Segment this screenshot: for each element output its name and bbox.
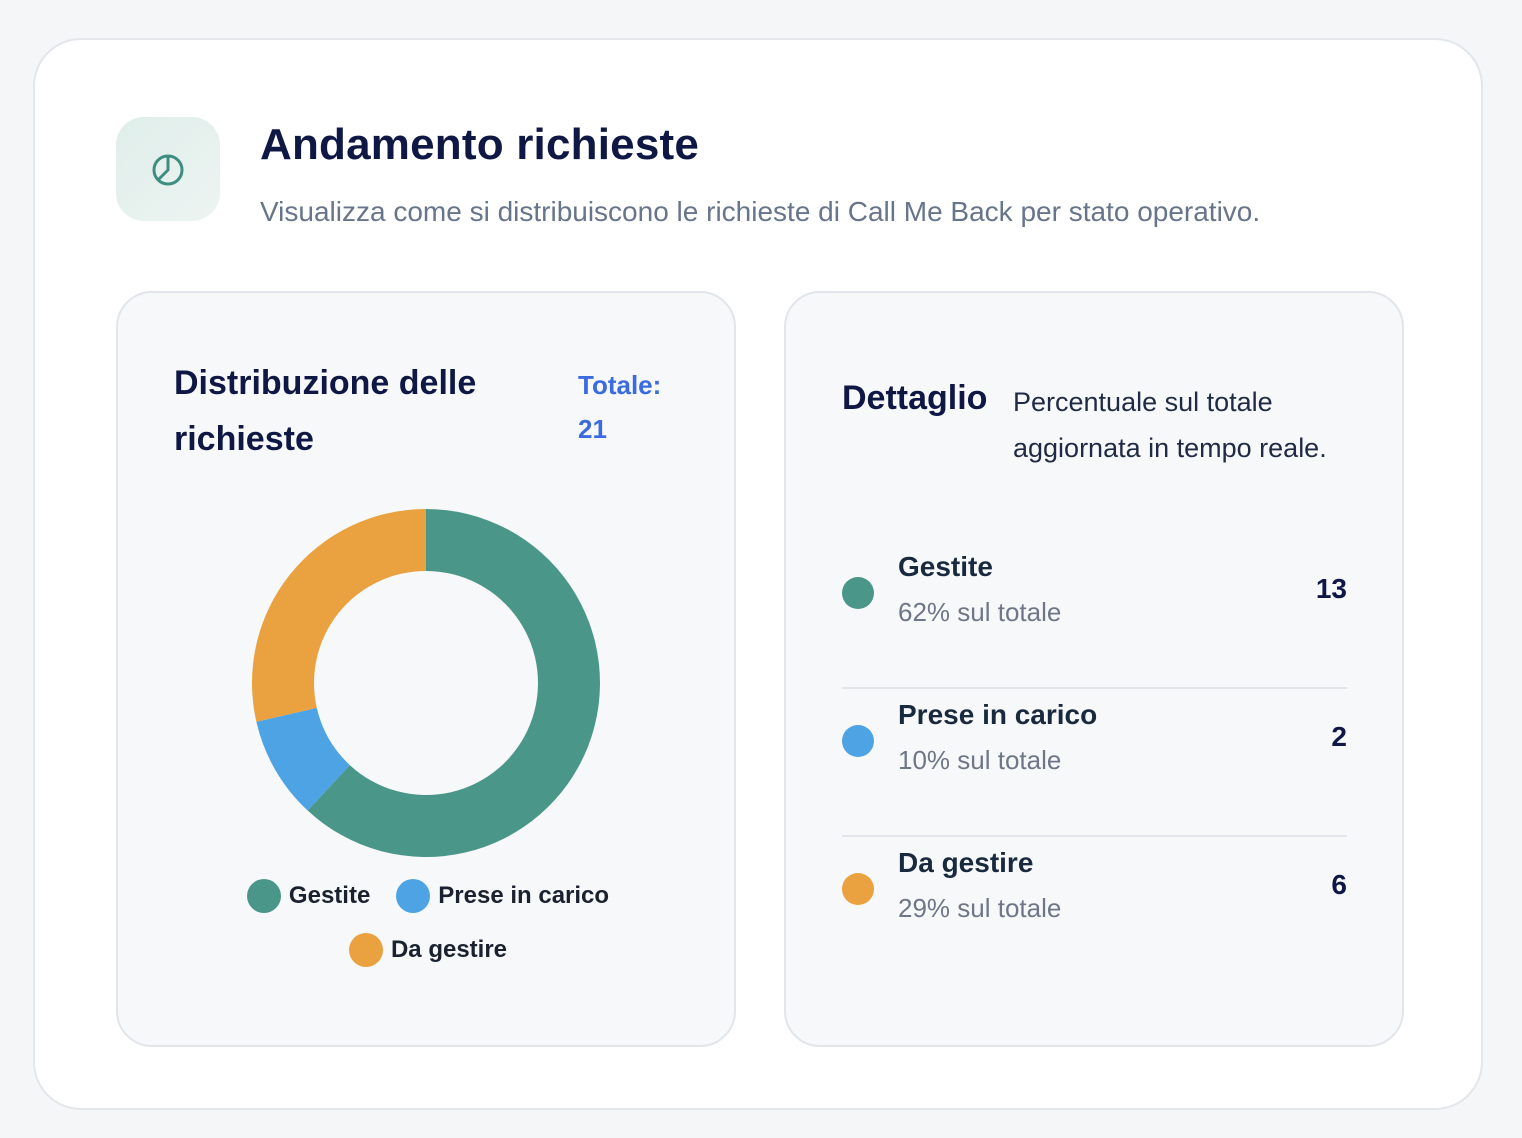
legend-label: Prese in carico xyxy=(438,882,610,909)
page-subtitle: Visualizza come si distribuiscono le ric… xyxy=(260,196,1261,227)
total-block: Totale: 21 xyxy=(578,363,688,451)
detail-row-gestite: Gestite 62% sul totale 13 xyxy=(842,541,1347,689)
legend-swatch xyxy=(246,879,281,913)
pie-chart-icon xyxy=(152,154,184,186)
row-percentage: 29% sul totale xyxy=(898,893,1062,923)
dashboard-card: Andamento richieste Visualizza come si d… xyxy=(33,38,1483,1110)
donut-slice-gestite[interactable] xyxy=(307,509,600,857)
detail-title: Dettaglio xyxy=(842,379,988,417)
status-dot xyxy=(842,725,874,757)
chart-legend: Gestite Prese in carico Da gestire xyxy=(178,879,678,967)
row-count: 13 xyxy=(1315,573,1347,604)
detail-row-da-gestire: Da gestire 29% sul totale 6 xyxy=(842,837,1347,985)
donut-slice-prese-in-carico[interactable] xyxy=(256,707,350,811)
legend-label: Da gestire xyxy=(390,936,508,963)
legend-swatch xyxy=(348,933,383,967)
row-label: Gestite xyxy=(898,551,993,582)
total-value: 21 xyxy=(578,414,607,444)
donut-slice-da-gestire[interactable] xyxy=(251,509,426,722)
page-title: Andamento richieste xyxy=(260,120,700,169)
detail-row-prese-in-carico: Prese in carico 10% sul totale 2 xyxy=(842,689,1347,837)
row-percentage: 10% sul totale xyxy=(898,745,1062,775)
row-count: 2 xyxy=(1331,721,1347,752)
row-count: 6 xyxy=(1331,869,1347,900)
legend-swatch xyxy=(396,879,431,913)
legend-item-prese-in-carico[interactable]: Prese in carico xyxy=(396,879,609,913)
legend-label: Gestite xyxy=(288,882,371,909)
row-label: Prese in carico xyxy=(898,699,1098,730)
distribution-title: Distribuzione delle richieste xyxy=(174,364,477,458)
legend-item-da-gestire[interactable]: Da gestire xyxy=(348,933,508,967)
detail-list: Gestite 62% sul totale 13 Prese in caric… xyxy=(842,541,1347,985)
legend-item-gestite[interactable]: Gestite xyxy=(246,879,371,913)
status-dot xyxy=(842,577,874,609)
donut-chart xyxy=(251,509,600,857)
pie-chart-icon-badge xyxy=(116,117,220,221)
row-label: Da gestire xyxy=(898,847,1034,878)
detail-description: Percentuale sul totale aggiornata in tem… xyxy=(1013,387,1327,463)
total-label: Totale: xyxy=(578,370,662,400)
detail-panel: Dettaglio Percentuale sul totale aggiorn… xyxy=(784,291,1404,1047)
distribution-panel: Distribuzione delle richieste Totale: 21… xyxy=(116,291,736,1047)
status-dot xyxy=(842,873,874,905)
row-percentage: 62% sul totale xyxy=(898,597,1062,627)
